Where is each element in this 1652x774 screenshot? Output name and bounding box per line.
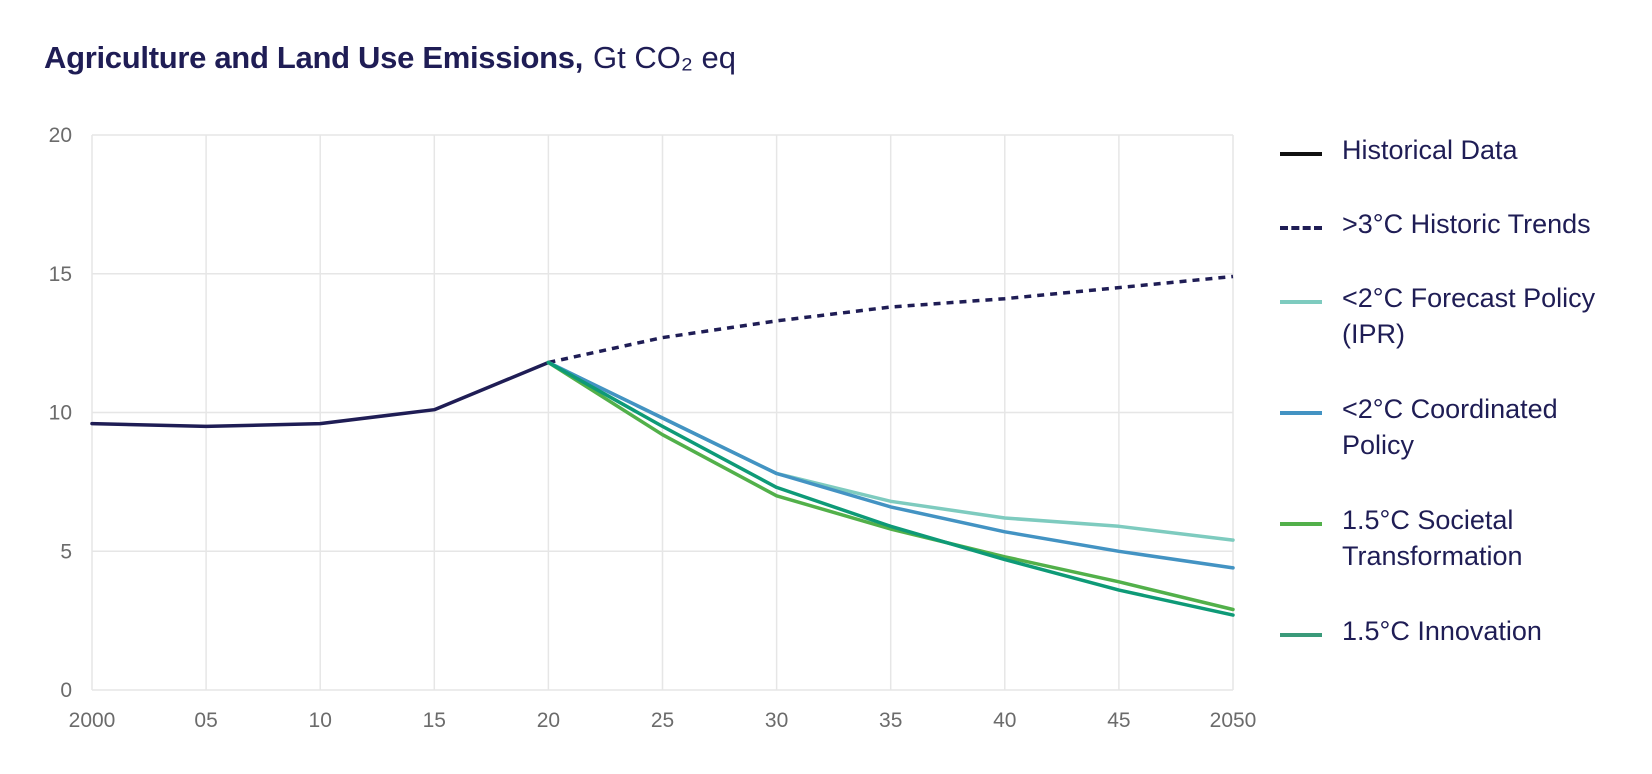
x-tick-label-2050: 2050 [1210, 709, 1257, 732]
legend-swatch-3 [1280, 411, 1322, 415]
series-line-4 [546, 360, 1235, 612]
legend-label-line: Transformation [1342, 541, 1523, 571]
x-tick-label-40: 40 [993, 709, 1016, 732]
legend-label-line: >3°C Historic Trends [1342, 209, 1591, 239]
legend-label-3: <2°C Coordinated Policy [1342, 391, 1558, 463]
legend-label-0: Historical Data [1342, 132, 1518, 168]
x-tick-label-45: 45 [1107, 709, 1130, 732]
grid [91, 134, 1234, 691]
chart-title-unit: Gt CO₂ eq [593, 40, 736, 75]
x-tick-label-30: 30 [765, 709, 788, 732]
chart-title: Agriculture and Land Use Emissions, Gt CO… [44, 40, 736, 76]
legend-swatch-5 [1280, 633, 1322, 637]
y-tick-label-15: 15 [49, 263, 72, 286]
series-line-5 [546, 360, 1235, 617]
x-tick-label-10: 10 [309, 709, 332, 732]
series-line-1 [548, 274, 1234, 365]
legend-label-4: 1.5°C Societal Transformation [1342, 502, 1523, 574]
legend-label-2: <2°C Forecast Policy (IPR) [1342, 280, 1595, 352]
legend-label-line: (IPR) [1342, 319, 1405, 349]
legend-label-line: <2°C Forecast Policy [1342, 283, 1596, 313]
legend-label-1: >3°C Historic Trends [1342, 206, 1591, 242]
y-tick-label-5: 5 [60, 540, 72, 563]
x-tick-label-05: 05 [194, 709, 217, 732]
series-line-3 [546, 360, 1235, 570]
legend-label-line: 1.5°C Societal [1342, 505, 1514, 535]
x-tick-label-20: 20 [537, 709, 560, 732]
legend-label-line: Policy [1342, 430, 1415, 460]
legend-swatch-4 [1280, 522, 1322, 526]
chart-title-main: Agriculture and Land Use Emissions, [44, 40, 584, 75]
series-line-0 [90, 360, 551, 429]
legend-label-line: Historical Data [1342, 135, 1518, 165]
x-tick-label-35: 35 [879, 709, 902, 732]
legend-label-line: 1.5°C Innovation [1342, 616, 1542, 646]
legend-swatch-1 [1280, 226, 1322, 230]
y-tick-label-10: 10 [49, 402, 72, 425]
legend-label-line: <2°C Coordinated [1342, 394, 1558, 424]
legend-swatch-2 [1280, 300, 1322, 304]
x-tick-label-2000: 2000 [69, 709, 116, 732]
series-lines [90, 274, 1235, 617]
legend-swatch-0 [1280, 152, 1322, 156]
legend-label-5: 1.5°C Innovation [1342, 613, 1542, 649]
x-tick-label-15: 15 [423, 709, 446, 732]
y-tick-label-0: 0 [60, 679, 72, 702]
x-tick-label-25: 25 [651, 709, 674, 732]
y-tick-label-20: 20 [49, 124, 72, 147]
